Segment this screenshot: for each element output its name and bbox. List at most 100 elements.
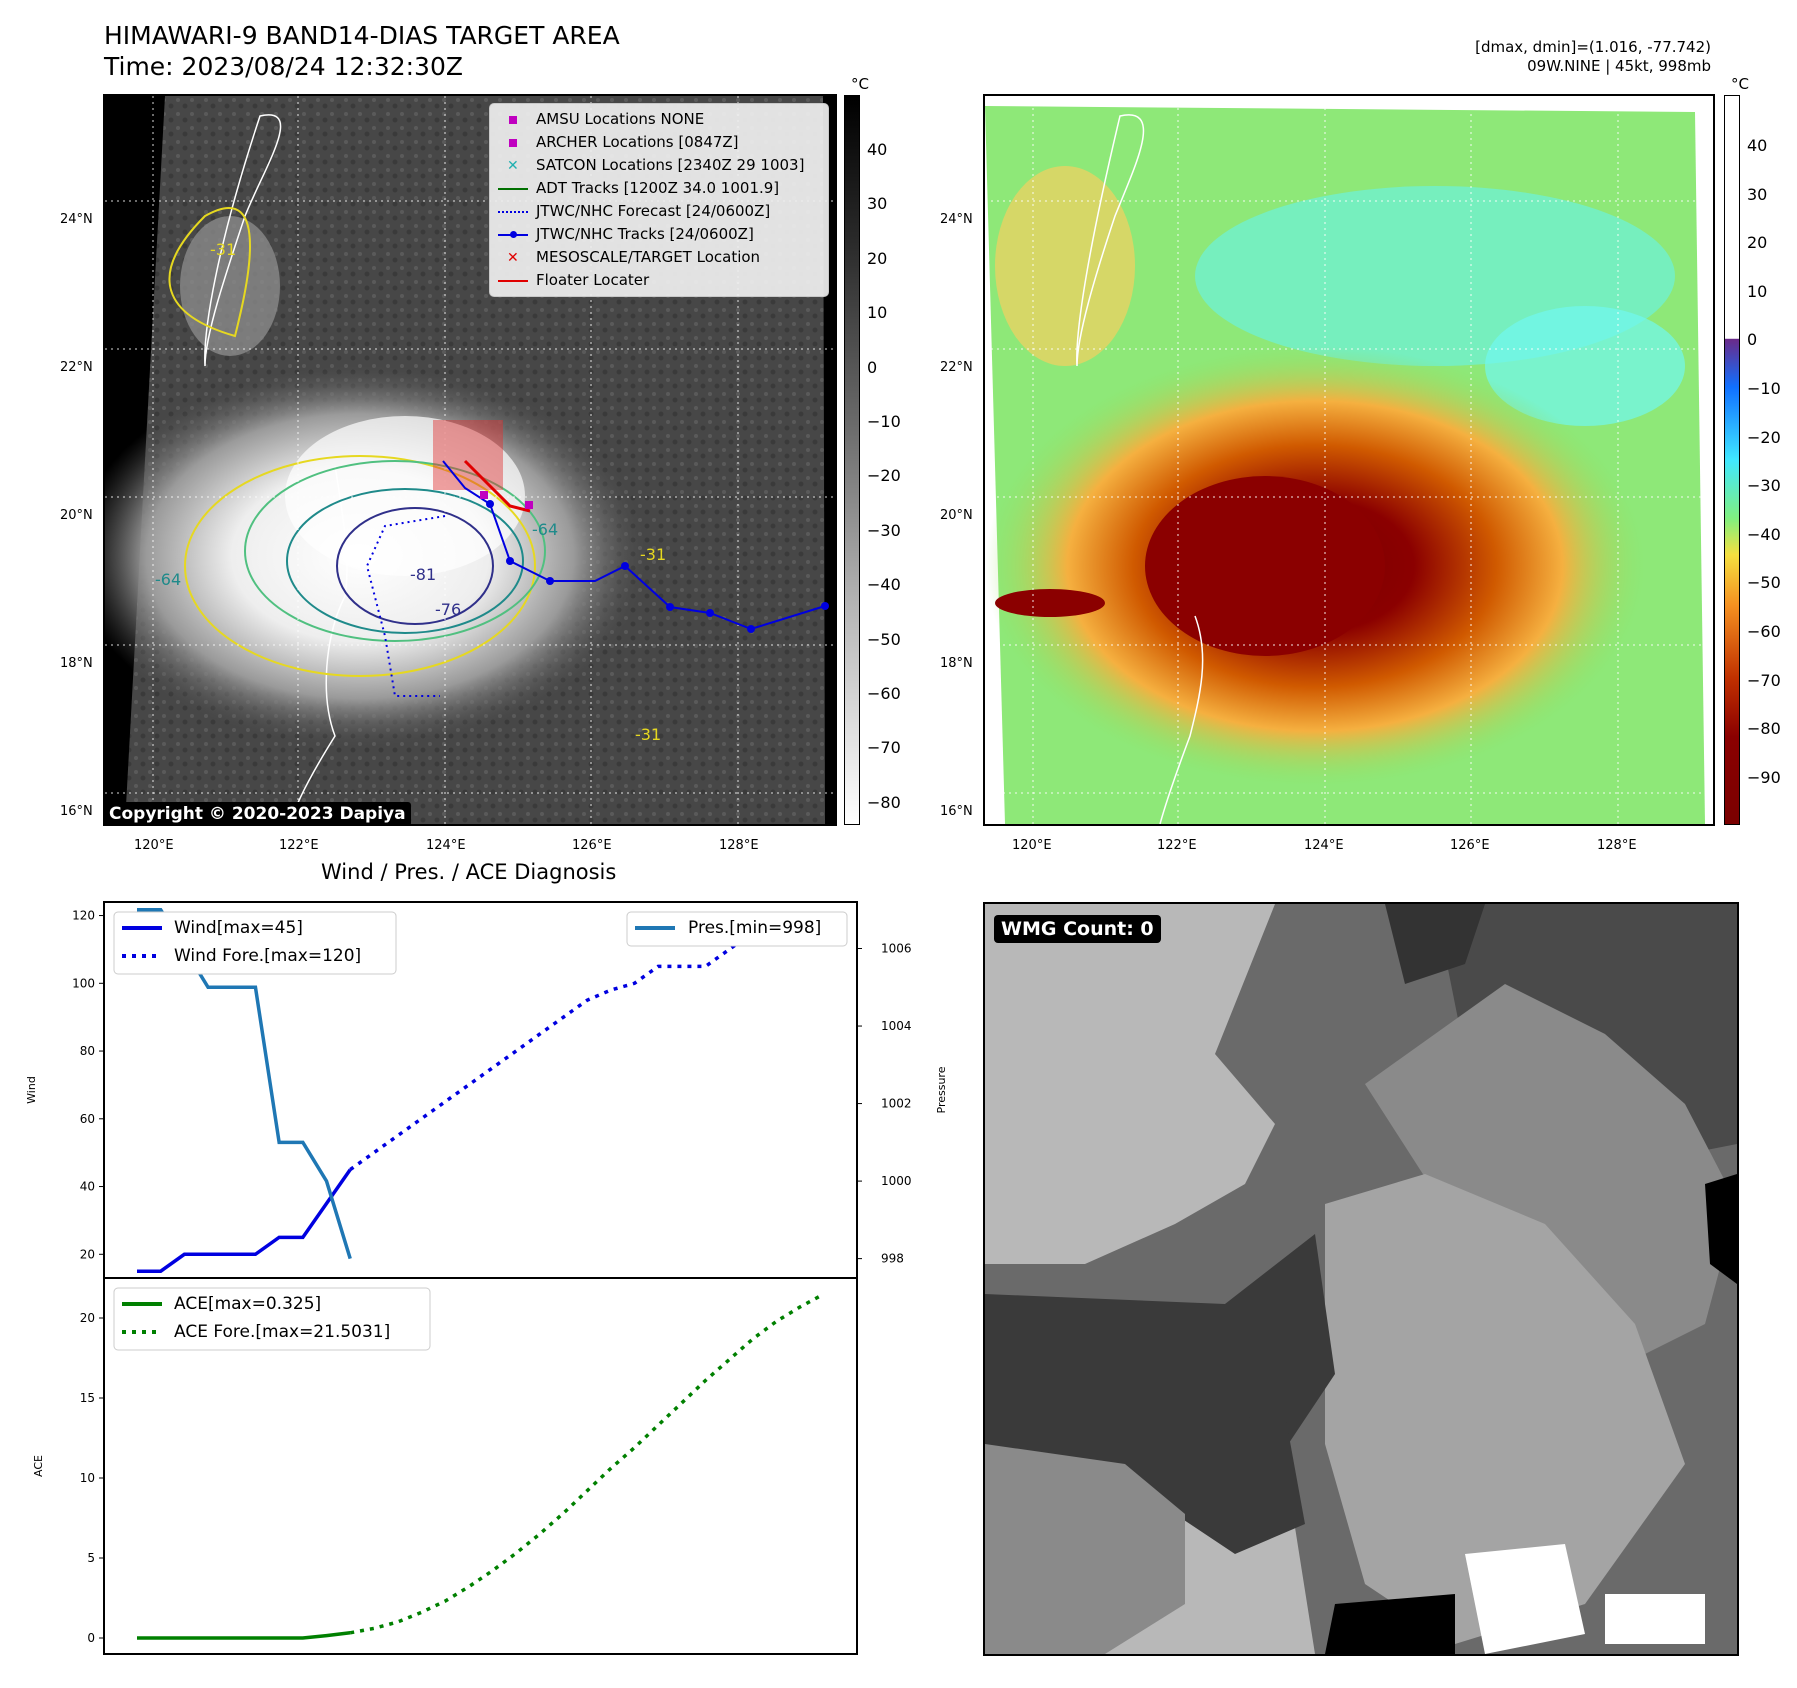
legend-label: ACE[max=0.325] bbox=[174, 1294, 321, 1314]
y-tick-label: 100 bbox=[72, 976, 95, 990]
contour-label: -81 bbox=[410, 565, 437, 584]
colorbar-unit: °C bbox=[1731, 75, 1749, 93]
colorbar-tick-label: −40 bbox=[1747, 524, 1781, 544]
lat-label: 24°N bbox=[60, 212, 93, 227]
line-dot-icon bbox=[498, 227, 528, 243]
timestamp: Time: 2023/08/24 12:32:30Z bbox=[104, 52, 463, 81]
colorbar-tick-label: −30 bbox=[1747, 476, 1781, 496]
y-tick-label: 10 bbox=[80, 1471, 95, 1485]
wmg-count-badge: WMG Count: 0 bbox=[994, 915, 1161, 943]
series-line bbox=[349, 1292, 825, 1635]
lat-label: 24°N bbox=[940, 212, 973, 227]
line-icon bbox=[498, 181, 528, 197]
y-axis-label: Wind bbox=[25, 1076, 38, 1104]
colorbar-tick-label: 10 bbox=[1747, 281, 1768, 301]
lon-label: 122°E bbox=[1157, 838, 1197, 853]
y-tick-label: 15 bbox=[80, 1391, 95, 1405]
lon-label: 124°E bbox=[1304, 838, 1344, 853]
color-ir-map-image bbox=[985, 96, 1713, 824]
y-tick-label: 0 bbox=[87, 1631, 95, 1645]
lon-label: 120°E bbox=[1012, 838, 1052, 853]
page-title: HIMAWARI-9 BAND14-DIAS TARGET AREA bbox=[104, 21, 620, 50]
contour-label: -31 bbox=[210, 240, 237, 259]
legend-item: Floater Locater bbox=[498, 269, 820, 292]
contour-label: -64 bbox=[155, 570, 182, 589]
lon-label: 122°E bbox=[279, 838, 319, 853]
lat-label: 22°N bbox=[940, 360, 973, 375]
legend-box bbox=[113, 911, 397, 975]
diagnosis-title: Wind / Pres. / ACE Diagnosis bbox=[321, 860, 617, 884]
lon-label: 120°E bbox=[134, 838, 174, 853]
y2-axis-label: Pressure bbox=[935, 1066, 948, 1113]
grayscale-colorbar bbox=[844, 95, 860, 825]
lon-label: 124°E bbox=[426, 838, 466, 853]
legend-item: AMSU Locations NONE bbox=[498, 108, 820, 131]
y2-tick-label: 1000 bbox=[881, 1174, 912, 1188]
colorbar-tick-label: 30 bbox=[1747, 184, 1768, 204]
y-tick-label: 5 bbox=[87, 1551, 95, 1565]
legend-item: JTWC/NHC Forecast [24/0600Z] bbox=[498, 200, 820, 223]
colorbar-tick-label: −40 bbox=[867, 575, 901, 595]
lat-label: 16°N bbox=[60, 804, 93, 819]
lon-label: 126°E bbox=[1450, 838, 1490, 853]
lat-label: 18°N bbox=[60, 656, 93, 671]
colorbar-tick-label: −10 bbox=[867, 412, 901, 431]
lat-label: 20°N bbox=[60, 508, 93, 523]
square-icon bbox=[498, 135, 528, 151]
storm-info: 09W.NINE | 45kt, 998mb bbox=[1527, 57, 1711, 75]
colorbar-tick-label: −90 bbox=[1747, 767, 1781, 787]
legend-label: ACE Fore.[max=21.5031] bbox=[174, 1322, 390, 1342]
legend-item: ARCHER Locations [0847Z] bbox=[498, 131, 820, 154]
dmax-dmin-readout: [dmax, dmin]=(1.016, -77.742) bbox=[1475, 38, 1711, 56]
colorbar-tick-label: −60 bbox=[867, 684, 901, 703]
square-icon bbox=[498, 112, 528, 128]
colorbar-tick-label: −20 bbox=[867, 466, 901, 486]
legend-box bbox=[626, 911, 848, 947]
colorbar-tick-label: −60 bbox=[1747, 622, 1781, 641]
lat-label: 20°N bbox=[940, 508, 973, 523]
y2-tick-label: 1004 bbox=[881, 1019, 912, 1033]
y-tick-label: 120 bbox=[72, 909, 95, 923]
series-line bbox=[137, 1631, 351, 1640]
legend-label: Wind[max=45] bbox=[174, 918, 303, 938]
x-marker-icon: ✕ bbox=[507, 249, 519, 266]
lat-label: 22°N bbox=[60, 360, 93, 375]
series-line bbox=[349, 913, 824, 1172]
legend-label: Pres.[min=998] bbox=[688, 918, 821, 938]
legend-item: ✕ SATCON Locations [2340Z 29 1003] bbox=[498, 154, 820, 177]
wmg-panel bbox=[983, 902, 1739, 1656]
contour-label: -31 bbox=[635, 725, 662, 744]
colorbar-tick-label: 40 bbox=[1747, 136, 1768, 155]
y-axis-label: ACE bbox=[32, 1455, 45, 1477]
diagnosis-charts: 20 40 60 80 100 120 998 1000 1002 1004 1006 Wind Pre… bbox=[0, 880, 960, 1684]
colorbar-tick-label: −80 bbox=[1747, 719, 1781, 739]
y-tick-label: 20 bbox=[80, 1311, 95, 1325]
lat-label: 18°N bbox=[940, 656, 973, 671]
legend-label: Wind Fore.[max=120] bbox=[174, 946, 361, 966]
lat-label: 16°N bbox=[940, 804, 973, 819]
colorbar-tick-label: −50 bbox=[867, 629, 901, 649]
colorbar-tick-label: 30 bbox=[867, 194, 888, 214]
y2-tick-label: 998 bbox=[881, 1252, 904, 1266]
y-tick-label: 80 bbox=[80, 1044, 95, 1058]
colorbar-tick-label: 0 bbox=[1747, 330, 1758, 350]
contour-label: -76 bbox=[435, 600, 462, 619]
x-marker-icon: ✕ bbox=[507, 157, 519, 174]
contour-label: -64 bbox=[532, 520, 559, 539]
lon-label: 128°E bbox=[1597, 838, 1637, 853]
legend-item: ✕ MESOSCALE/TARGET Location bbox=[498, 246, 820, 269]
colorbar-tick-label: 10 bbox=[867, 303, 888, 323]
colorbar-tick-label: −20 bbox=[1747, 427, 1781, 447]
colorbar-tick-label: 20 bbox=[867, 248, 888, 268]
y2-tick-label: 1002 bbox=[881, 1097, 912, 1111]
line-icon bbox=[498, 273, 528, 289]
y-tick-label: 40 bbox=[80, 1180, 95, 1194]
colorbar-tick-label: 20 bbox=[1747, 233, 1768, 253]
colorbar-tick-label: 40 bbox=[867, 140, 888, 159]
colorbar-tick-label: −70 bbox=[1747, 670, 1781, 690]
dotted-line-icon bbox=[498, 204, 528, 220]
colorbar-tick-label: −50 bbox=[1747, 573, 1781, 593]
series-line bbox=[137, 1168, 352, 1273]
wmg-image bbox=[985, 904, 1737, 1654]
lon-label: 126°E bbox=[572, 838, 612, 853]
